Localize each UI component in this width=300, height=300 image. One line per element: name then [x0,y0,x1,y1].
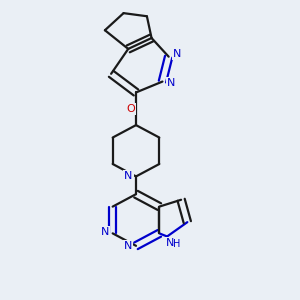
Text: N: N [173,49,182,59]
Text: N: N [124,241,132,251]
Text: N: N [165,238,174,248]
Text: N: N [167,78,175,88]
Text: N: N [124,170,133,181]
Text: N: N [100,227,109,237]
Text: O: O [126,103,135,114]
Text: H: H [173,238,180,249]
